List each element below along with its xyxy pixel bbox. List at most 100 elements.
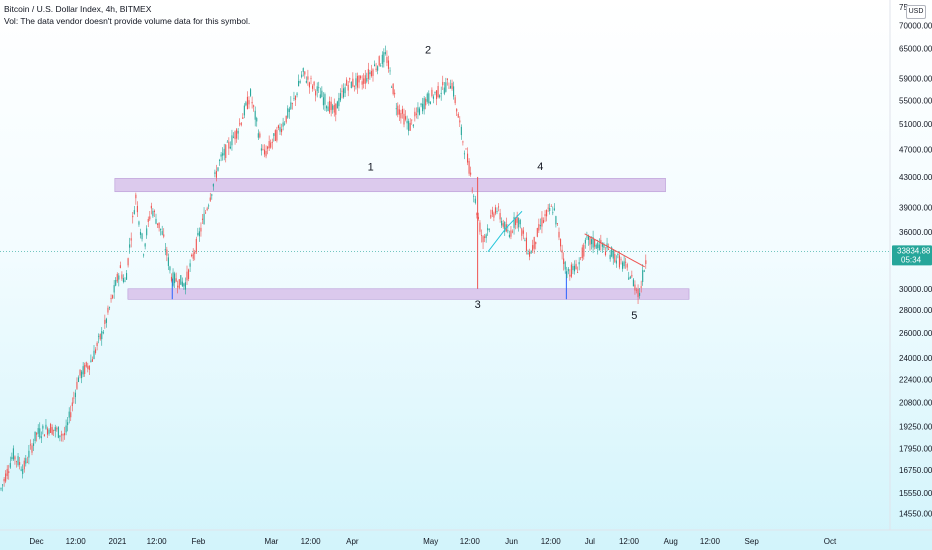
candle-386	[598, 238, 600, 251]
candle-33	[51, 424, 53, 436]
candle-20	[31, 443, 33, 456]
candle-241	[374, 60, 376, 67]
time-tick-5: Mar	[265, 537, 279, 546]
channel-line[interactable]	[487, 210, 523, 253]
candle-105	[163, 228, 165, 239]
candle-273	[423, 96, 425, 115]
candle-363	[563, 252, 565, 271]
candle-252	[391, 85, 393, 88]
candle-237	[367, 62, 369, 85]
time-tick-15: 12:00	[700, 537, 721, 546]
time-tick-9: 12:00	[460, 537, 481, 546]
candle-249	[386, 50, 388, 67]
candle-83	[129, 237, 131, 254]
candle-323	[501, 217, 503, 228]
candle-169	[262, 144, 264, 151]
candle-187	[290, 96, 292, 110]
price-tick-2: 59000.00	[899, 75, 932, 84]
price-axis-top-partial: 75	[899, 3, 908, 12]
candle-317	[491, 206, 493, 217]
candle-254	[394, 89, 396, 98]
candle-356	[552, 206, 554, 216]
candle-132	[205, 209, 207, 214]
candle-223	[346, 77, 348, 87]
candle-259	[401, 105, 403, 119]
price-axis[interactable]: 70000.00 65000.00 59000.00 55000.00 51000.00…	[899, 22, 932, 519]
candle-319	[494, 204, 496, 216]
candle-389	[603, 242, 605, 251]
candle-22	[34, 431, 36, 444]
candle-71	[110, 294, 112, 303]
candle-239	[370, 64, 372, 78]
candle-121	[188, 268, 190, 282]
candle-191	[296, 92, 298, 98]
candle-68	[105, 317, 107, 328]
descending-trendline[interactable]	[584, 233, 645, 268]
candle-198	[307, 69, 309, 86]
candle-283	[439, 94, 441, 99]
candle-14	[22, 464, 24, 479]
candle-322	[499, 208, 501, 223]
candle-10	[15, 460, 18, 468]
candle-4	[6, 465, 8, 480]
wave-label-2: 2	[425, 44, 431, 56]
candle-210	[325, 105, 328, 112]
price-tick-20: 14550.00	[899, 510, 932, 519]
current-price-value: 33834.88	[897, 246, 931, 255]
candle-271	[420, 102, 422, 108]
candle-59	[91, 356, 93, 362]
wave-label-4: 4	[537, 161, 543, 173]
price-tick-19: 15550.00	[899, 489, 932, 498]
candle-31	[48, 428, 50, 436]
candle-52	[81, 369, 83, 384]
candle-238	[369, 69, 371, 80]
candle-256	[397, 102, 399, 118]
candle-216	[335, 103, 337, 122]
support-zone[interactable]	[127, 288, 690, 300]
candle-218	[338, 92, 340, 111]
candle-84	[130, 232, 132, 248]
candle-213	[330, 96, 332, 117]
symbol-legend[interactable]: Bitcoin / U.S. Dollar Index, 4h, BITMEX	[4, 4, 152, 14]
candle-170	[263, 144, 266, 158]
candle-266	[412, 124, 414, 129]
candle-245	[380, 63, 382, 67]
time-tick-10: Jun	[505, 537, 518, 546]
candle-308	[477, 212, 479, 221]
candle-168	[260, 144, 262, 156]
candle-206	[319, 87, 321, 99]
candle-164	[254, 106, 256, 127]
candle-156	[242, 113, 244, 119]
candle-73	[113, 279, 115, 299]
candle-415	[643, 269, 645, 273]
time-tick-14: Aug	[664, 537, 678, 546]
candle-182	[282, 117, 284, 131]
resistance-zone[interactable]	[114, 178, 666, 193]
candle-297	[460, 124, 462, 140]
candle-282	[437, 82, 439, 99]
candle-397	[615, 255, 617, 268]
price-tick-15: 20800.00	[899, 399, 932, 408]
price-tick-3: 55000.00	[899, 96, 932, 105]
candle-188	[291, 102, 293, 110]
candle-248	[384, 45, 386, 56]
time-axis[interactable]: Dec 12:00 2021 12:00 Feb Mar 12:00 Apr May 12:00 J…	[29, 537, 837, 546]
candle-144	[223, 143, 225, 161]
candle-203	[315, 89, 317, 102]
candle-94	[146, 225, 148, 239]
candle-100	[155, 213, 157, 225]
volume-legend: Vol: The data vendor doesn't provide vol…	[4, 16, 251, 26]
candle-171	[265, 145, 267, 159]
price-tick-7: 39000.00	[899, 203, 932, 212]
candle-38	[59, 435, 61, 442]
candle-99	[153, 209, 155, 217]
currency-button[interactable]: USD	[906, 5, 926, 19]
candle-44	[68, 407, 70, 424]
candle-316	[490, 209, 492, 220]
candle-359	[556, 222, 558, 226]
candle-370	[573, 260, 576, 275]
candle-117	[181, 277, 183, 288]
wave-label-5: 5	[631, 310, 637, 322]
